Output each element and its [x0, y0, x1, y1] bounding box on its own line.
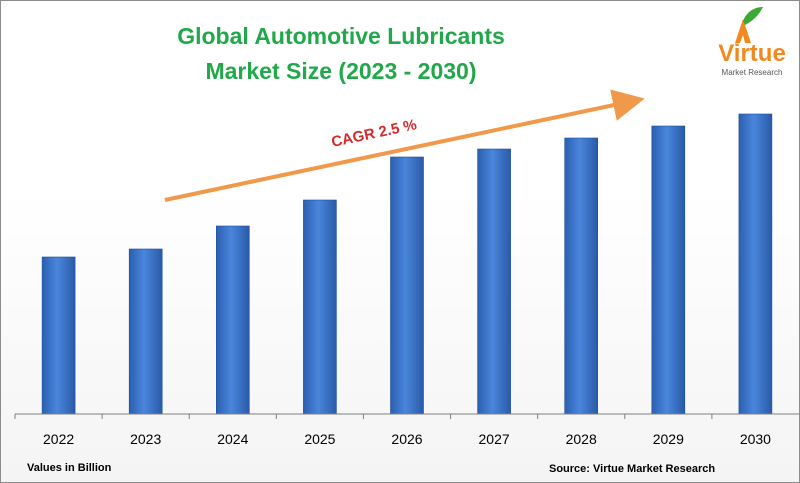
chart-title-line-1: Global Automotive Lubricants — [177, 23, 505, 49]
chart-title: Global Automotive Lubricants Market Size… — [131, 19, 551, 89]
x-tick-labels-group: 2022 2023 2024 2025 2026 2027 2028 2029 2030 — [43, 431, 771, 447]
bar-2024 — [216, 225, 250, 415]
bar-2027 — [477, 148, 511, 415]
logo-tagline: Market Research — [722, 68, 783, 77]
bar-2026 — [390, 156, 424, 415]
values-unit-note: Values in Billion — [27, 462, 112, 474]
x-tick-label-2024: 2024 — [217, 431, 248, 447]
x-tick-label-2022: 2022 — [43, 431, 74, 447]
x-tick-label-2027: 2027 — [479, 431, 510, 447]
x-tick-label-2028: 2028 — [566, 431, 597, 447]
logo-wordmark: Virtue — [718, 40, 786, 67]
bar-2025 — [303, 199, 337, 415]
bar-2022 — [41, 256, 76, 415]
x-ticks-group — [14, 414, 713, 419]
bar-2029 — [651, 125, 686, 415]
logo-check-mark — [735, 19, 751, 43]
x-tick-label-2025: 2025 — [304, 431, 335, 447]
source-note: Source: Virtue Market Research — [549, 463, 716, 475]
bar-2023 — [128, 248, 163, 415]
bar-2028 — [564, 137, 599, 415]
logo-leaf — [743, 7, 763, 25]
cagr-label: CAGR 2.5 % — [330, 116, 418, 151]
x-tick-label-2029: 2029 — [653, 431, 684, 447]
x-tick-label-2026: 2026 — [391, 431, 422, 447]
x-tick-label-2030: 2030 — [740, 431, 771, 447]
x-tick-label-2023: 2023 — [130, 431, 161, 447]
bar-2030 — [738, 113, 773, 415]
virtue-logo: Virtue Market Research — [718, 7, 786, 77]
chart-title-line-2: Market Size (2023 - 2030) — [205, 58, 477, 84]
bars-group — [41, 113, 773, 415]
cagr-arrow — [164, 89, 645, 202]
